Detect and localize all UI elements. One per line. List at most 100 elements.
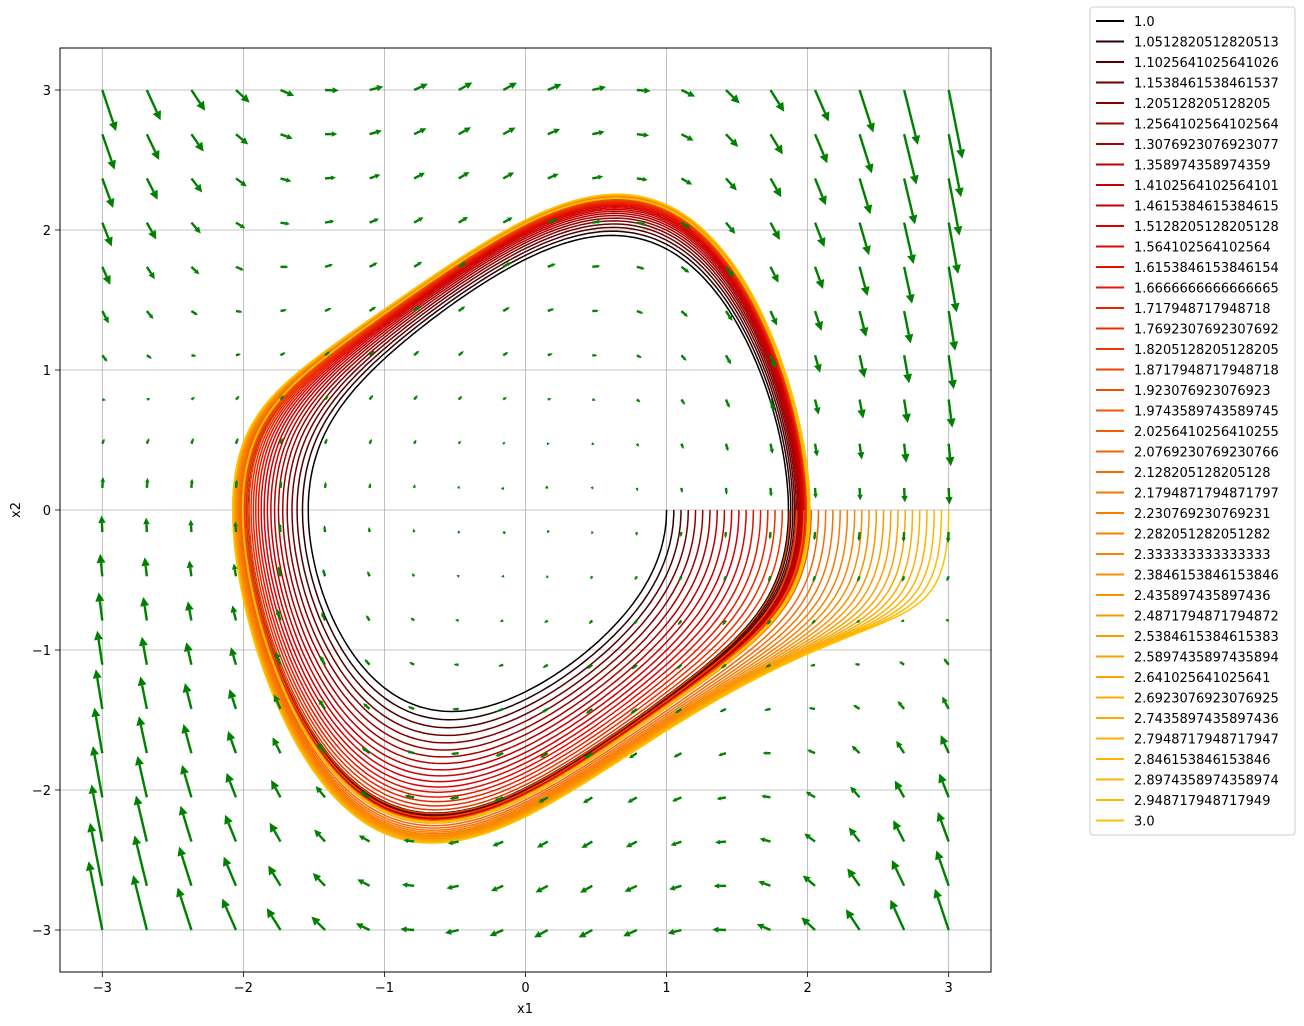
vector-arrow xyxy=(636,398,641,403)
legend-item: 1.717948717948718 xyxy=(1096,302,1270,317)
vector-arrow xyxy=(635,443,640,447)
arrow-shaft xyxy=(324,308,330,313)
vector-arrow xyxy=(145,177,158,200)
legend-label: 2.230769230769231 xyxy=(1134,507,1270,522)
vector-arrow xyxy=(315,786,326,799)
arrow-head xyxy=(597,219,602,224)
legend-label: 1.358974358974359 xyxy=(1134,159,1270,174)
vector-arrow xyxy=(190,133,204,152)
vector-arrow xyxy=(680,177,693,185)
arrow-shaft xyxy=(813,222,823,240)
vector-arrow xyxy=(186,560,194,577)
arrow-head xyxy=(180,764,189,775)
arrow-shaft xyxy=(629,884,638,891)
arrow-shaft xyxy=(680,88,690,95)
vector-arrow xyxy=(547,308,555,313)
arrow-head xyxy=(548,397,552,401)
arrow-shaft xyxy=(279,352,284,357)
arrow-head xyxy=(266,908,276,919)
arrow-head xyxy=(463,127,471,134)
vector-arrow xyxy=(323,481,327,489)
arrow-head xyxy=(236,395,240,400)
vector-arrow xyxy=(499,619,504,623)
arrow-head xyxy=(92,669,102,679)
arrow-head xyxy=(133,795,143,806)
arrow-head xyxy=(900,619,904,623)
vector-arrow xyxy=(190,89,206,111)
vector-arrow xyxy=(143,517,150,533)
vector-arrow xyxy=(901,399,911,423)
vector-arrow xyxy=(411,573,416,577)
arrow-shaft xyxy=(275,743,282,754)
arrow-head xyxy=(894,780,903,791)
arrow-head xyxy=(631,666,636,670)
arrow-head xyxy=(330,175,336,181)
vector-arrow xyxy=(323,525,327,533)
arrow-head xyxy=(598,130,605,136)
arrow-shaft xyxy=(190,133,200,146)
legend-label: 2.0256410256410255 xyxy=(1134,425,1279,440)
vector-arrow xyxy=(897,701,906,710)
vector-arrow xyxy=(858,354,868,378)
arrow-shaft xyxy=(898,745,906,754)
arrow-head xyxy=(768,492,773,497)
vector-arrow xyxy=(457,530,461,534)
arrow-shaft xyxy=(190,397,194,401)
vector-field xyxy=(85,82,966,938)
vector-arrow xyxy=(230,605,238,621)
arrow-head xyxy=(413,439,417,444)
arrow-head xyxy=(866,122,875,133)
arrow-head xyxy=(280,437,284,442)
grid-lines xyxy=(60,48,991,972)
arrow-shaft xyxy=(902,89,917,137)
arrow-head xyxy=(502,531,506,535)
arrow-shaft xyxy=(90,831,104,887)
legend-item: 1.1538461538461537 xyxy=(1096,77,1279,92)
arrow-head xyxy=(683,312,688,317)
arrow-shaft xyxy=(227,822,238,843)
vector-arrow xyxy=(368,394,374,401)
legend-label: 2.0769230769230766 xyxy=(1134,446,1279,461)
arrow-shaft xyxy=(279,440,283,445)
vector-arrow xyxy=(724,310,733,321)
vector-arrow xyxy=(584,752,593,759)
vector-arrow xyxy=(185,601,194,621)
vector-arrow xyxy=(401,882,415,888)
arrow-head xyxy=(808,706,812,710)
arrow-head xyxy=(857,494,863,501)
vector-arrow xyxy=(368,306,377,313)
arrow-head xyxy=(507,172,515,178)
arrow-head xyxy=(372,306,377,311)
legend-label: 1.0 xyxy=(1134,15,1155,30)
legend-label: 2.128205128205128 xyxy=(1134,466,1270,481)
legend-item: 1.9743589743589745 xyxy=(1096,405,1279,420)
vector-arrow xyxy=(762,751,771,755)
arrow-shaft xyxy=(858,266,867,288)
arrow-shaft xyxy=(852,833,861,843)
vector-arrow xyxy=(855,619,861,624)
arrow-shaft xyxy=(858,443,862,453)
arrow-shaft xyxy=(592,265,597,269)
vector-arrow xyxy=(680,310,688,317)
vector-arrow xyxy=(679,531,683,538)
vector-arrow xyxy=(769,443,774,454)
arrow-head xyxy=(501,486,504,491)
vector-arrow xyxy=(724,354,732,365)
arrow-head xyxy=(729,138,739,147)
arrow-head xyxy=(624,886,632,892)
legend-item: 1.8205128205128205 xyxy=(1096,343,1279,358)
vector-arrow xyxy=(324,263,333,268)
arrow-shaft xyxy=(369,263,375,268)
arrow-head xyxy=(463,172,470,178)
arrow-head xyxy=(176,887,185,898)
vector-arrow xyxy=(857,399,866,419)
arrow-shaft xyxy=(190,89,202,104)
vector-arrow xyxy=(403,838,415,844)
arrow-head xyxy=(407,706,412,710)
arrow-head xyxy=(420,83,428,90)
vector-arrow xyxy=(145,477,150,488)
vector-arrow xyxy=(947,133,964,198)
arrow-head xyxy=(554,83,562,90)
vector-arrow xyxy=(902,89,921,145)
vector-arrow xyxy=(758,880,771,887)
